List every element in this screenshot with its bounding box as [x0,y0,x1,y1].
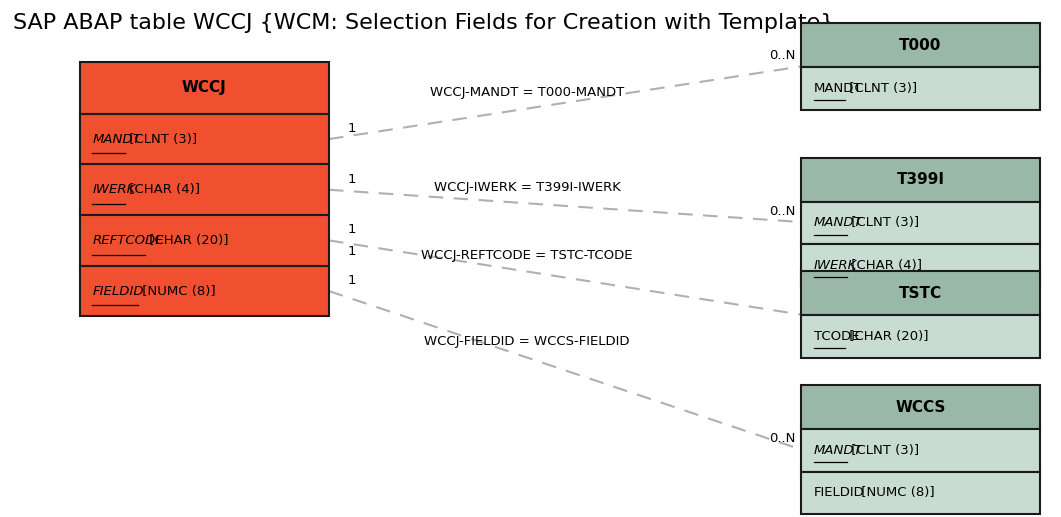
Text: MANDT: MANDT [814,82,863,95]
Text: WCCJ-IWERK = T399I-IWERK: WCCJ-IWERK = T399I-IWERK [434,181,621,194]
Text: 0..N: 0..N [769,49,796,63]
Text: 0..N: 0..N [769,432,796,445]
Text: MANDT: MANDT [814,216,863,230]
Text: WCCJ-REFTCODE = TSTC-TCODE: WCCJ-REFTCODE = TSTC-TCODE [421,249,633,262]
Text: MANDT: MANDT [814,444,863,457]
Text: REFTCODE: REFTCODE [92,234,164,247]
Bar [80,266,329,316]
Text: 1: 1 [348,223,356,236]
Text: FIELDID: FIELDID [92,284,144,298]
Text: WCCS: WCCS [895,400,945,415]
Text: 1: 1 [348,245,356,257]
Text: MANDT: MANDT [92,132,141,146]
Text: [CLNT (3)]: [CLNT (3)] [847,216,919,230]
Bar [80,164,329,215]
Bar [801,271,1040,315]
Text: TSTC: TSTC [899,286,942,301]
Text: IWERK: IWERK [814,258,857,272]
Text: WCCJ-FIELDID = WCCS-FIELDID: WCCJ-FIELDID = WCCS-FIELDID [424,336,630,348]
Text: [CHAR (4)]: [CHAR (4)] [125,183,201,196]
Bar [801,158,1040,202]
Text: [CHAR (4)]: [CHAR (4)] [847,258,922,272]
Text: T000: T000 [900,38,941,53]
Text: T399I: T399I [897,172,944,187]
Bar [801,23,1040,67]
Text: [CLNT (3)]: [CLNT (3)] [847,444,919,457]
Text: 1: 1 [348,122,356,135]
Bar [801,202,1040,244]
Text: WCCJ-MANDT = T000-MANDT: WCCJ-MANDT = T000-MANDT [430,86,624,99]
Bar [801,385,1040,429]
Text: 1: 1 [348,173,356,186]
Text: 1: 1 [348,274,356,287]
Text: 0..N: 0..N [769,205,796,218]
Bar [80,114,329,164]
Bar [801,472,1040,514]
Text: [NUMC (8)]: [NUMC (8)] [857,486,935,499]
Text: WCCJ: WCCJ [181,80,227,96]
Bar [801,429,1040,472]
Bar [80,62,329,114]
Text: IWERK: IWERK [92,183,136,196]
Text: [CHAR (20)]: [CHAR (20)] [845,330,928,343]
Bar [801,244,1040,286]
Text: [CHAR (20)]: [CHAR (20)] [145,234,228,247]
Text: [NUMC (8)]: [NUMC (8)] [138,284,216,298]
Text: FIELDID: FIELDID [814,486,865,499]
Text: [CLNT (3)]: [CLNT (3)] [125,132,197,146]
Text: [CLNT (3)]: [CLNT (3)] [845,82,917,95]
Bar [80,215,329,266]
Text: TCODE: TCODE [814,330,859,343]
Text: SAP ABAP table WCCJ {WCM: Selection Fields for Creation with Template}: SAP ABAP table WCCJ {WCM: Selection Fiel… [13,13,834,33]
Bar [801,67,1040,110]
Bar [801,315,1040,358]
